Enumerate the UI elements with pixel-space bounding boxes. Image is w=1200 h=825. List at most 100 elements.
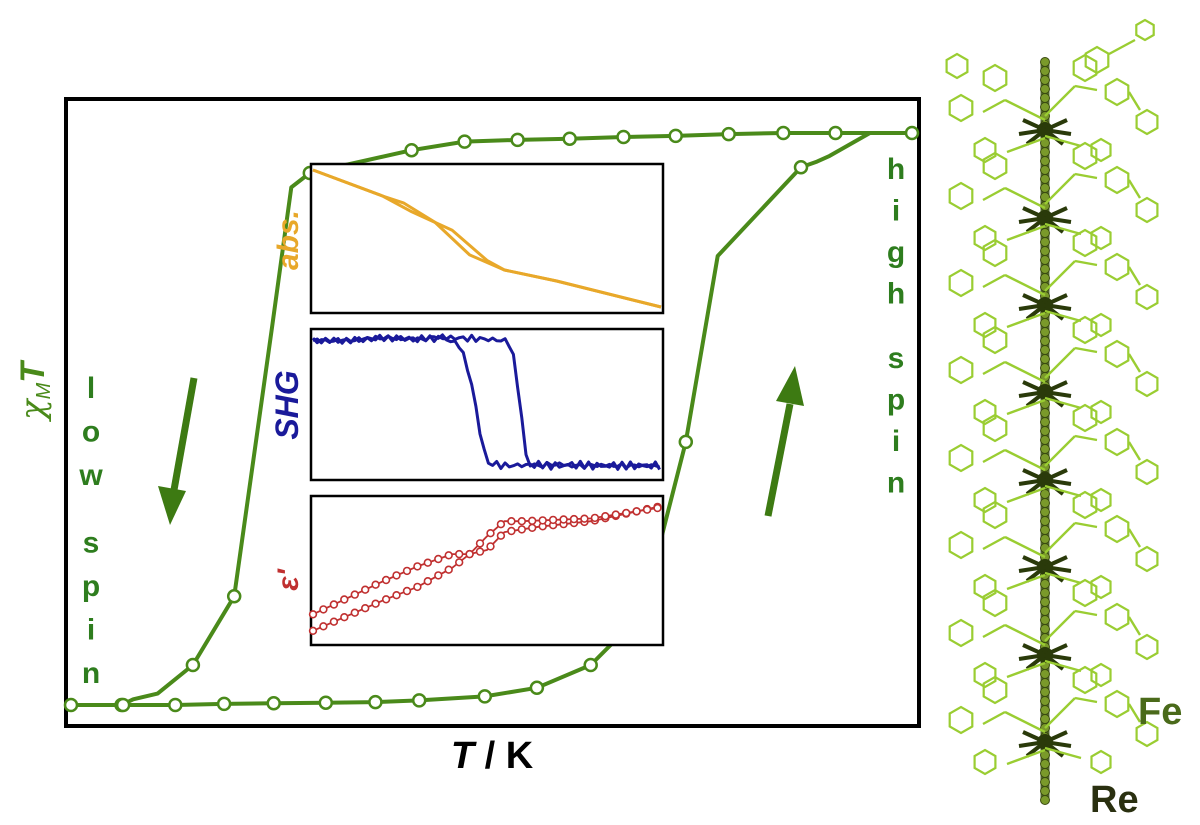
bond xyxy=(1074,521,1098,529)
chain-atom xyxy=(1040,588,1050,598)
bond xyxy=(1018,128,1046,136)
bond xyxy=(1018,565,1046,573)
epsilon-point-cooling xyxy=(455,549,464,559)
epsilon-point-warming xyxy=(632,507,641,516)
chain-atom xyxy=(1040,777,1050,787)
fe-label: Fe xyxy=(1138,691,1182,733)
epsilon-inset: ε' xyxy=(272,494,665,647)
chain-atom xyxy=(1040,84,1050,94)
chain-atom xyxy=(1040,273,1050,283)
epsilon-point-warming xyxy=(559,515,568,524)
abs-curves xyxy=(312,168,662,309)
chain-atom xyxy=(1040,786,1050,796)
data-point-warming xyxy=(216,696,232,712)
bond xyxy=(1044,222,1082,236)
phenyl-ring xyxy=(1072,578,1098,608)
shg-inset: SHG xyxy=(269,327,665,482)
phenyl-ring xyxy=(1135,633,1159,661)
epsilon-point-cooling xyxy=(507,526,516,536)
bond xyxy=(1108,38,1136,56)
bond xyxy=(1127,528,1142,548)
annotation-letter: i xyxy=(87,613,95,646)
chain-atom xyxy=(1040,102,1050,112)
epsilon-point-warming xyxy=(381,595,391,604)
svg-text:χMT: χMT xyxy=(13,359,55,422)
bond xyxy=(1044,740,1072,748)
chain-atom xyxy=(1040,768,1050,778)
bond xyxy=(1022,468,1046,482)
epsilon-point-warming xyxy=(340,612,349,622)
bond xyxy=(1004,535,1046,559)
chain-atom xyxy=(1040,363,1050,373)
data-point-cooling xyxy=(404,142,419,158)
crystal-chain-structure xyxy=(945,18,1159,805)
main-plot-curves xyxy=(63,125,920,713)
phenyl-ring xyxy=(1104,689,1130,719)
phenyl-ring xyxy=(948,355,974,385)
bond xyxy=(1044,478,1072,486)
bond xyxy=(1127,179,1142,199)
shg-curves xyxy=(311,333,661,471)
abs-line-warming xyxy=(312,168,662,309)
data-point-warming xyxy=(904,125,920,141)
epsilon-point-cooling xyxy=(434,554,443,564)
annotation-letter: g xyxy=(887,236,905,269)
epsilon-point-cooling xyxy=(381,575,391,585)
bond xyxy=(1074,696,1098,704)
phenyl-ring xyxy=(1072,141,1098,171)
epsilon-point-cooling xyxy=(308,610,318,619)
epsilon-point-warming xyxy=(361,603,370,613)
chain-atom xyxy=(1040,246,1050,256)
bond xyxy=(1018,478,1046,486)
phenyl-ring xyxy=(973,573,997,601)
bond xyxy=(1018,216,1046,224)
bond xyxy=(1018,653,1046,661)
bond xyxy=(982,186,1006,202)
chain-atom xyxy=(1040,237,1050,247)
chain-atom xyxy=(1040,318,1050,328)
epsilon-point-cooling xyxy=(361,585,370,594)
phenyl-ring xyxy=(982,675,1008,705)
phenyl-ring xyxy=(1104,252,1130,282)
epsilon-point-cooling xyxy=(371,580,380,589)
bond xyxy=(1127,91,1142,111)
bond xyxy=(1074,172,1098,180)
phenyl-ring xyxy=(982,238,1008,268)
bond xyxy=(1044,435,1076,467)
bond xyxy=(1004,710,1046,734)
bond xyxy=(1006,311,1046,329)
chain-atom xyxy=(1040,57,1050,67)
phenyl-ring xyxy=(1072,53,1098,83)
data-point-cooling xyxy=(616,129,631,145)
phenyl-ring xyxy=(948,618,974,648)
bond xyxy=(1044,260,1076,292)
phenyl-ring xyxy=(1135,720,1159,748)
phenyl-ring xyxy=(982,413,1008,443)
bond xyxy=(982,360,1006,376)
data-point-cooling xyxy=(185,657,201,673)
phenyl-ring xyxy=(1072,315,1098,345)
chain-atom xyxy=(1040,336,1050,346)
phenyl-ring xyxy=(1104,514,1130,544)
bond xyxy=(1044,555,1068,569)
phenyl-ring xyxy=(982,151,1008,181)
phenyl-ring xyxy=(973,311,997,339)
bond xyxy=(1004,360,1046,384)
chain-atom xyxy=(1040,678,1050,688)
bond xyxy=(1022,555,1046,569)
chain-atom xyxy=(1040,426,1050,436)
epsilon-point-warming xyxy=(517,516,526,526)
bond xyxy=(1044,173,1076,205)
annotation-letter: h xyxy=(887,278,905,311)
bond xyxy=(1018,303,1046,311)
annotation-letter: p xyxy=(887,383,905,416)
annotation-letter: w xyxy=(78,459,103,492)
bond xyxy=(982,98,1006,114)
bond xyxy=(1044,293,1068,307)
epsilon-point-warming xyxy=(392,590,401,600)
data-point-warming xyxy=(368,694,383,710)
epsilon-point-cooling xyxy=(486,542,495,551)
epsilon-point-cooling xyxy=(423,558,432,567)
phenyl-ring xyxy=(945,52,969,80)
chain-atom xyxy=(1040,489,1050,499)
